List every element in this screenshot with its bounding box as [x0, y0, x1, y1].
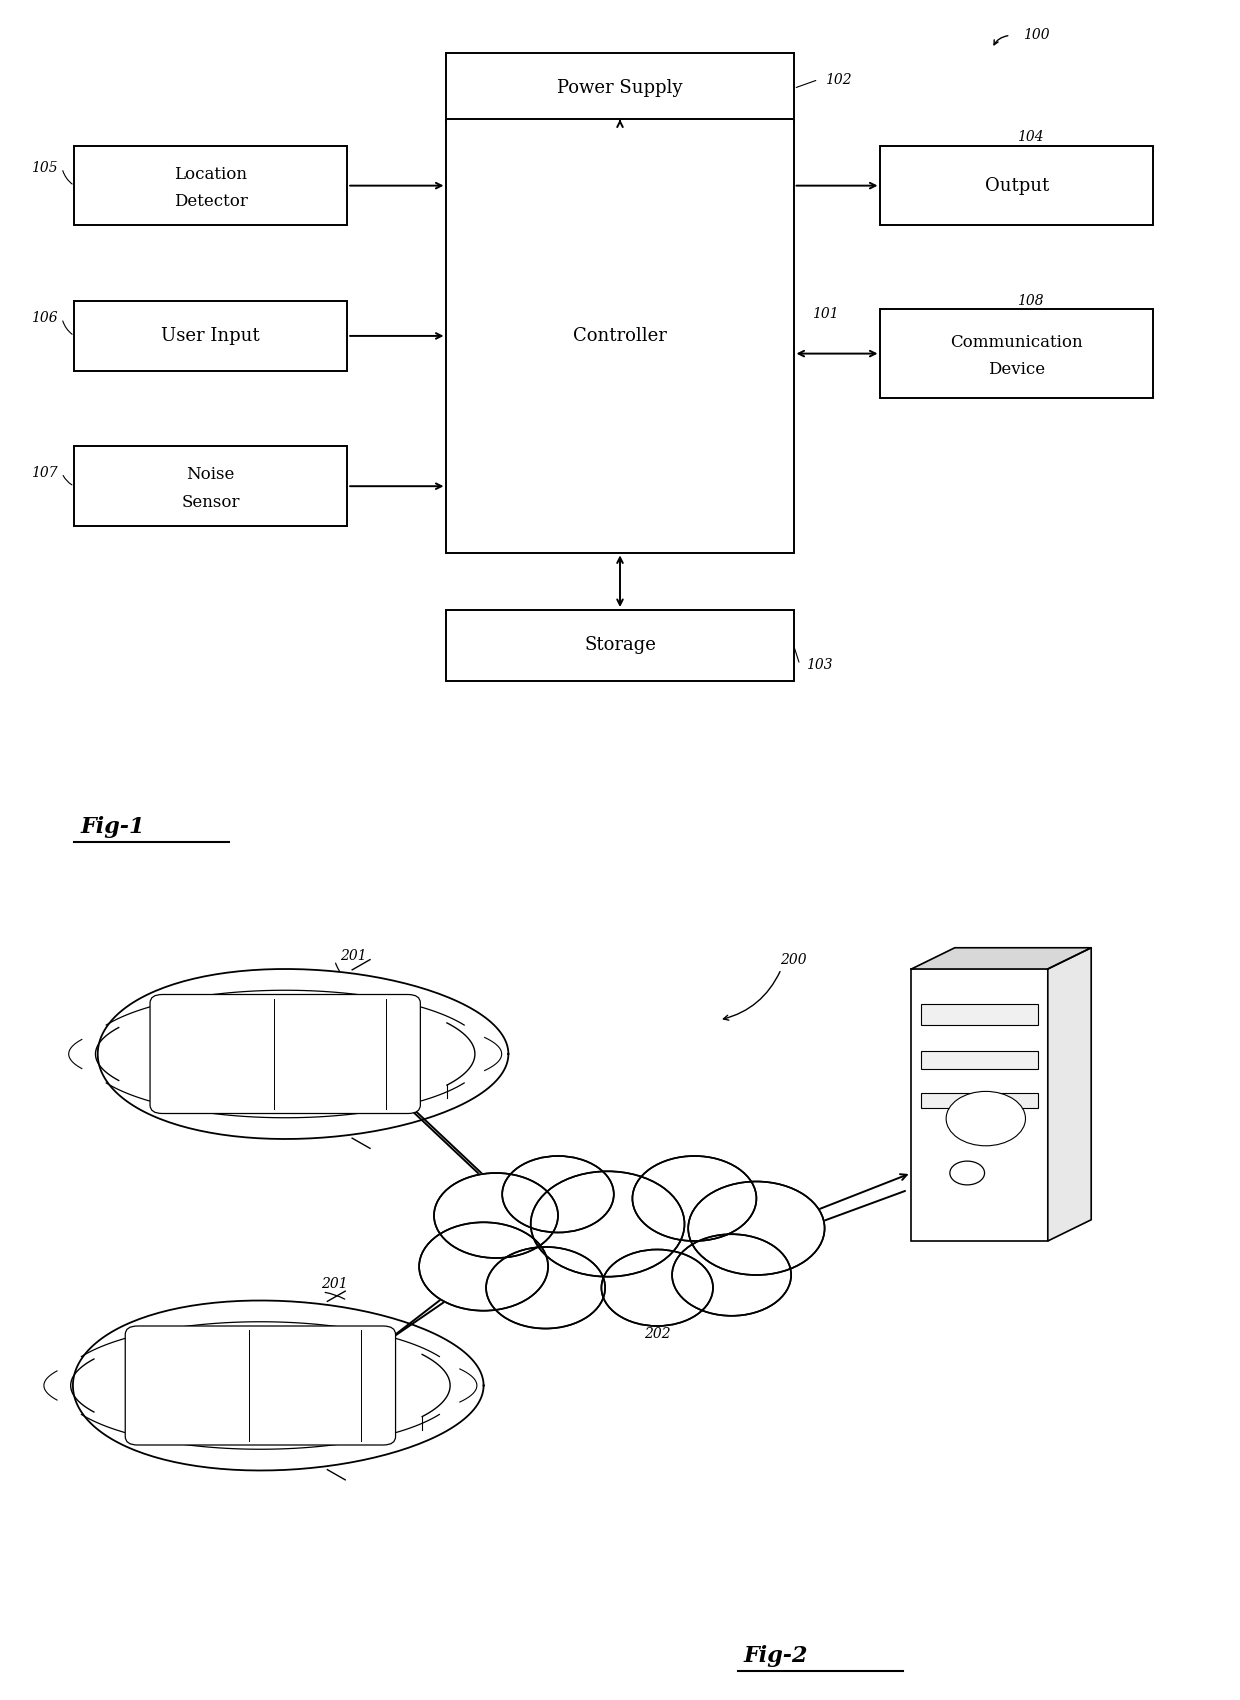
Text: Output: Output — [985, 177, 1049, 194]
Circle shape — [672, 1234, 791, 1316]
Bar — [446, 610, 794, 680]
Circle shape — [946, 1091, 1025, 1146]
Bar — [921, 1051, 1038, 1069]
Bar — [446, 53, 794, 124]
Polygon shape — [911, 949, 1091, 969]
Polygon shape — [98, 969, 508, 1139]
Text: 201: 201 — [321, 1277, 348, 1290]
Circle shape — [531, 1171, 684, 1277]
Text: Detector: Detector — [174, 194, 248, 211]
Circle shape — [486, 1248, 605, 1329]
FancyBboxPatch shape — [125, 1326, 396, 1445]
Polygon shape — [73, 1300, 484, 1470]
Circle shape — [419, 1222, 548, 1311]
Text: 103: 103 — [806, 658, 832, 672]
Text: 100: 100 — [1023, 29, 1049, 42]
FancyBboxPatch shape — [150, 994, 420, 1114]
Text: 105: 105 — [31, 162, 57, 175]
Circle shape — [950, 1161, 985, 1185]
Circle shape — [688, 1182, 825, 1275]
Text: Fig-2: Fig-2 — [744, 1646, 808, 1666]
Bar — [74, 447, 347, 525]
Circle shape — [632, 1156, 756, 1241]
Bar — [921, 1003, 1038, 1025]
Text: 201: 201 — [340, 949, 367, 964]
Circle shape — [502, 1156, 614, 1232]
Circle shape — [601, 1250, 713, 1326]
Text: 102: 102 — [825, 73, 851, 87]
Text: 200: 200 — [780, 954, 807, 967]
Polygon shape — [1048, 949, 1091, 1241]
Text: Location: Location — [175, 165, 247, 182]
Bar — [880, 309, 1153, 398]
Bar — [921, 1093, 1038, 1108]
Bar — [911, 969, 1048, 1241]
Text: 107: 107 — [31, 466, 57, 479]
Bar — [74, 301, 347, 371]
Text: Sensor: Sensor — [181, 493, 241, 510]
Text: 104: 104 — [1017, 129, 1043, 144]
Text: 203: 203 — [1040, 954, 1068, 967]
Text: Controller: Controller — [573, 326, 667, 345]
Text: 106: 106 — [31, 311, 57, 325]
Bar — [446, 119, 794, 552]
Circle shape — [434, 1173, 558, 1258]
Bar — [74, 146, 347, 226]
Text: Power Supply: Power Supply — [557, 80, 683, 97]
Text: 101: 101 — [812, 306, 838, 321]
Bar — [880, 146, 1153, 226]
Text: Storage: Storage — [584, 636, 656, 654]
Text: User Input: User Input — [161, 326, 260, 345]
Text: Fig-1: Fig-1 — [81, 816, 145, 838]
Text: 202: 202 — [644, 1328, 671, 1341]
Text: Noise: Noise — [186, 466, 236, 483]
Text: 108: 108 — [1017, 294, 1043, 308]
Polygon shape — [419, 1156, 825, 1328]
Text: Communication: Communication — [951, 333, 1083, 350]
Text: Device: Device — [988, 360, 1045, 377]
